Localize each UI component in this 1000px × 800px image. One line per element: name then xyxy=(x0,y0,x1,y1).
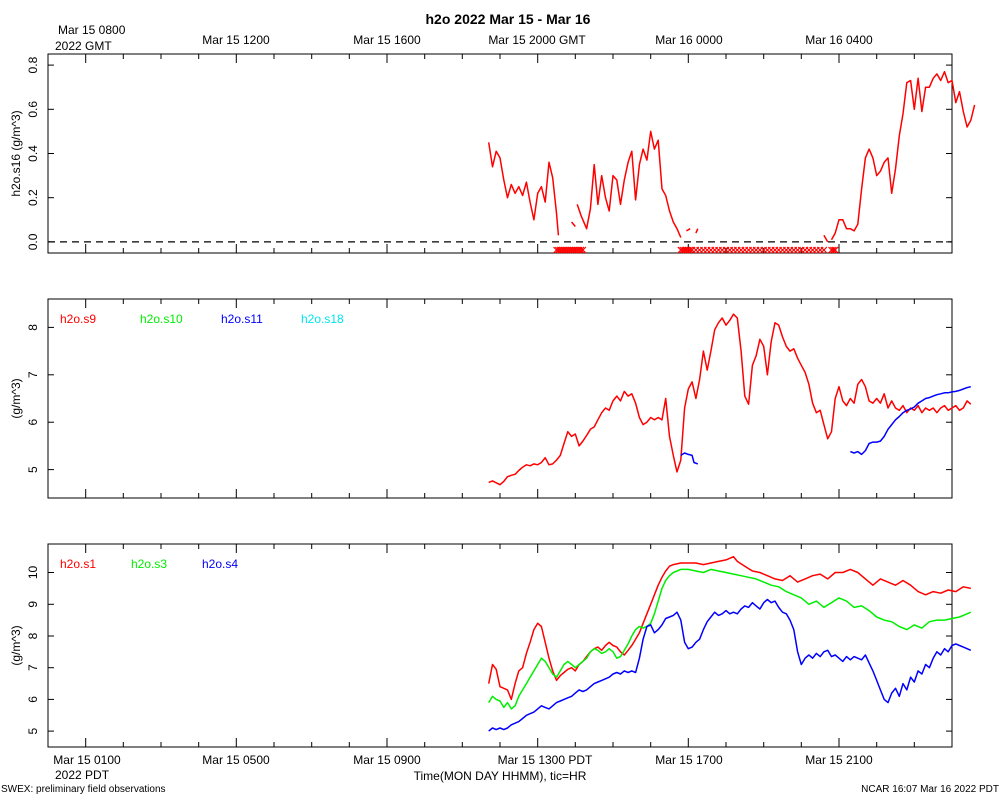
series-line xyxy=(850,385,971,456)
below-range-marker xyxy=(831,246,839,254)
series-line xyxy=(488,568,972,710)
legend-entry: h2o.s3 xyxy=(131,557,167,571)
series-line xyxy=(823,234,829,243)
legend-entry: h2o.s18 xyxy=(301,312,344,326)
series-h2o.s16 xyxy=(487,70,976,243)
series-line xyxy=(487,142,560,236)
bottom-tick-label: Mar 15 1700 xyxy=(655,753,723,767)
series-h2o.s4 xyxy=(488,598,972,732)
bottom-tick-label: Mar 15 0100 xyxy=(53,753,121,767)
top-tick-label: Mar 15 1600 xyxy=(353,33,421,47)
gmt-prefix-line2: 2022 GMT xyxy=(55,39,112,53)
y-tick-label: 0.2 xyxy=(26,189,40,206)
y-tick-label: 0.8 xyxy=(26,56,40,73)
below-range-markers xyxy=(553,246,587,254)
y-axis-label: (g/m^3) xyxy=(9,625,23,665)
series-h2o.s11 xyxy=(680,385,971,465)
series-line xyxy=(680,452,699,465)
series-h2o.s3 xyxy=(488,568,972,710)
legend-entry: h2o.s9 xyxy=(60,312,96,326)
bottom-time-axis: Mar 15 0100 Mar 15 0500 Mar 15 0900 Mar 15 … xyxy=(53,753,873,767)
below-range-marker xyxy=(577,246,585,254)
bottom-tick-label: Mar 15 0900 xyxy=(353,753,421,767)
footer-left: SWEX: preliminary field observations xyxy=(1,784,166,795)
top-tick-label: Mar 16 0000 xyxy=(655,33,723,47)
x-axis-label: Time(MON DAY HHMM), tic=HR xyxy=(414,769,587,783)
below-range-marker xyxy=(829,246,837,254)
below-range-marker xyxy=(686,246,694,254)
panel-2: 5 6 7 8 (g/m^3) h2o.s9 h2o.s10 h2o.s11 h2o.s18 xyxy=(9,298,972,499)
y-tick-label: 7 xyxy=(26,664,40,671)
below-range-marker xyxy=(820,246,828,254)
y-axis-label: h2o.s16 (g/m^3) xyxy=(9,110,23,196)
series-line xyxy=(488,313,972,486)
series-line xyxy=(488,598,972,732)
panel-1: 0.0 0.2 0.4 0.6 0.8 h2o.s16 (g/m^3) xyxy=(9,53,976,254)
y-tick-label: 8 xyxy=(26,324,40,331)
series-line xyxy=(571,221,576,227)
top-tick-label: Mar 16 0400 xyxy=(805,33,873,47)
series-line xyxy=(686,228,691,232)
footer-right: NCAR 16:07 Mar 16 2022 PDT xyxy=(861,784,999,795)
bottom-tick-label: Mar 15 1300 PDT xyxy=(498,753,593,767)
gmt-prefix-line1: Mar 15 0800 xyxy=(58,23,126,37)
plot-frame xyxy=(47,298,953,499)
legend-entry: h2o.s10 xyxy=(140,312,183,326)
panel-3: 5 6 7 8 9 10 (g/m^3) h2o.s1 h2o.s3 h2o.s4 xyxy=(9,543,972,748)
y-tick-label: 5 xyxy=(26,466,40,473)
bottom-tick-label: Mar 15 0500 xyxy=(202,753,270,767)
y-tick-label: 0.0 xyxy=(26,233,40,250)
below-range-markers xyxy=(677,246,839,254)
top-tick-label: Mar 15 1200 xyxy=(202,33,270,47)
y-tick-label: 10 xyxy=(26,566,40,580)
below-range-marker xyxy=(579,246,587,254)
y-axis-label: (g/m^3) xyxy=(9,378,23,418)
legend-entry: h2o.s1 xyxy=(60,557,96,571)
y-tick-label: 0.6 xyxy=(26,101,40,118)
top-time-axis: Mar 15 1200 Mar 15 1600 Mar 15 2000 GMT Mar… xyxy=(202,33,873,47)
chart-title: h2o 2022 Mar 15 - Mar 16 xyxy=(426,11,591,27)
top-tick-label: Mar 15 2000 GMT xyxy=(488,33,586,47)
series-h2o.s9 xyxy=(488,313,972,486)
y-tick-label: 8 xyxy=(26,632,40,639)
pdt-year-label: 2022 PDT xyxy=(55,768,110,782)
plot-frame xyxy=(47,53,953,254)
series-line xyxy=(695,228,699,234)
y-tick-label: 7 xyxy=(26,371,40,378)
series-line xyxy=(576,130,682,238)
bottom-tick-label: Mar 15 2100 xyxy=(805,753,873,767)
y-tick-label: 6 xyxy=(26,696,40,703)
series-h2o.s1 xyxy=(487,555,971,701)
y-tick-label: 5 xyxy=(26,727,40,734)
series-line xyxy=(830,70,976,241)
y-tick-label: 6 xyxy=(26,419,40,426)
legend-entry: h2o.s4 xyxy=(202,557,238,571)
series-line xyxy=(487,555,971,701)
y-tick-label: 9 xyxy=(26,601,40,608)
legend-entry: h2o.s11 xyxy=(221,312,263,326)
y-tick-label: 0.4 xyxy=(26,145,40,162)
